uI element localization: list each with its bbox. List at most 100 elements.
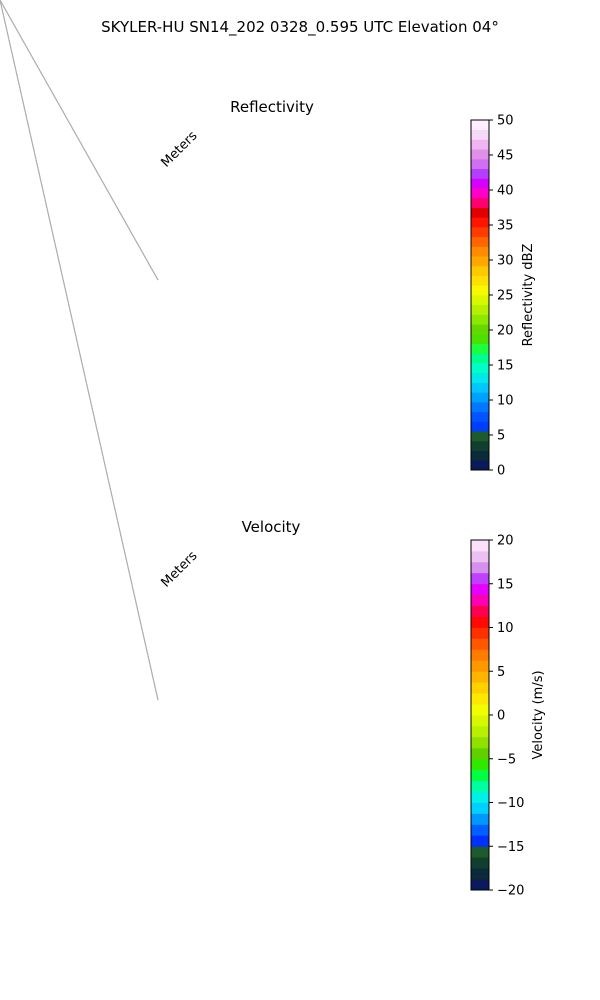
velocity-colorbar-swatch-30 [471,550,489,563]
velocity-colorbar-swatch-23 [471,627,489,639]
reflectivity-colorbar: 0 5 10 15 20 25 30 35 40 45 50 [470,114,514,479]
velocity-colorbar-swatch-11 [471,758,489,771]
reflectivity-angle-tick-1: 75° [0,0,12,4]
reflectivity-colorbar-swatch-2 [471,440,489,451]
velocity-colorbar-swatch-13 [471,736,489,749]
reflectivity-colorbar-swatch-9 [471,372,489,383]
reflectivity-angle-tick-4: 120° [0,0,16,4]
reflectivity-panel: Reflectivity 50001000015000200002500060°… [0,0,536,479]
reflectivity-colorbar-swatch-26 [471,207,489,218]
reflectivity-angle-tick-0: 60° [0,0,12,4]
velocity-colorbar-swatch-28 [471,572,489,585]
reflectivity-colorbar-swatch-24 [471,226,489,238]
velocity-angle-tick-0: 60° [0,0,12,4]
velocity-colorbar-swatch-20 [471,660,489,672]
reflectivity-colorbar-swatch-16 [471,304,489,315]
reflectivity-angle-tick-3: 105° [0,0,16,4]
reflectivity-colorbar-swatch-28 [471,188,489,199]
reflectivity-colorbar-swatch-12 [471,343,489,354]
reflectivity-colorbar-swatch-14 [471,324,489,335]
velocity-labels: 50001000015000200002500060°75°90°105°120… [0,0,16,4]
reflectivity-colorbar-swatch-4 [471,421,489,432]
velocity-colorbar-swatch-10 [471,769,489,782]
reflectivity-colorbar-tick-7: 35 [497,219,514,234]
velocity-colorbar-tick-8: 20 [497,534,514,549]
velocity-colorbar-tick-7: 15 [497,577,514,592]
velocity-grid [0,0,159,701]
velocity-colorbar-tick-3: −5 [497,752,516,767]
velocity-colorbar-tick-2: −10 [497,796,524,811]
reflectivity-grid [0,0,159,281]
reflectivity-colorbar-tick-9: 45 [497,149,514,164]
velocity-colorbar-swatch-2 [471,857,489,869]
reflectivity-colorbar-swatch-11 [471,353,489,364]
velocity-colorbar-swatch-26 [471,594,489,607]
velocity-colorbar-tick-0: −20 [497,884,524,899]
velocity-colorbar-swatch-3 [471,846,489,858]
reflectivity-colorbar-swatch-23 [471,236,489,247]
reflectivity-colorbar-tick-0: 0 [497,464,505,479]
reflectivity-colorbar-label: Reflectivity dBZ [521,244,536,347]
velocity-colorbar-swatch-8 [471,791,489,803]
reflectivity-colorbar-swatch-13 [471,333,489,345]
reflectivity-colorbar-swatch-29 [471,178,489,189]
velocity-colorbar-swatch-0 [471,879,489,891]
velocity-colorbar-tick-4: 0 [497,709,505,724]
reflectivity-colorbar-swatch-1 [471,450,489,461]
velocity-colorbar-swatch-29 [471,561,489,574]
velocity-colorbar-swatch-16 [471,704,489,716]
reflectivity-colorbar-swatch-32 [471,149,489,160]
reflectivity-colorbar-swatch-20 [471,265,489,276]
velocity-colorbar-swatch-19 [471,671,489,683]
velocity-colorbar-swatch-4 [471,835,489,847]
reflectivity-colorbar-swatch-3 [471,431,489,442]
reflectivity-colorbar-swatch-31 [471,158,489,170]
reflectivity-colorbar-tick-1: 5 [497,429,505,444]
velocity-colorbar-swatch-1 [471,868,489,880]
velocity-colorbar: −20 −15 −10 −5 0 5 10 15 20 [470,534,524,899]
reflectivity-colorbar-swatch-34 [471,129,489,140]
reflectivity-colorbar-swatch-0 [471,460,489,471]
reflectivity-colorbar-swatch-35 [471,120,489,131]
reflectivity-colorbar-swatch-30 [471,168,489,179]
reflectivity-colorbar-tick-2: 10 [497,394,514,409]
reflectivity-colorbar-swatch-22 [471,246,489,257]
reflectivity-labels: 50001000015000200002500060°75°90°105°120… [0,0,16,4]
reflectivity-colorbar-tick-10: 50 [497,114,514,129]
reflectivity-colorbar-tick-8: 40 [497,184,514,199]
velocity-colorbar-swatch-31 [471,540,489,552]
velocity-colorbar-label: Velocity (m/s) [531,670,546,759]
velocity-panel: Velocity 50001000015000200002500060°75°9… [0,0,546,899]
velocity-title: Velocity [242,518,301,536]
velocity-colorbar-tick-1: −15 [497,840,524,855]
velocity-colorbar-swatch-22 [471,638,489,650]
reflectivity-colorbar-swatch-5 [471,411,489,422]
velocity-angle-tick-1: 75° [0,0,12,4]
velocity-colorbar-swatch-21 [471,649,489,661]
velocity-colorbar-swatch-6 [471,813,489,825]
reflectivity-angle-tick-2: 90° [0,0,12,4]
velocity-colorbar-swatch-14 [471,725,489,738]
velocity-colorbar-swatch-17 [471,693,489,705]
velocity-colorbar-swatch-5 [471,824,489,836]
velocity-colorbar-swatch-24 [471,616,489,628]
reflectivity-title: Reflectivity [230,98,314,116]
reflectivity-colorbar-swatch-18 [471,285,489,296]
reflectivity-colorbar-swatch-25 [471,217,489,228]
reflectivity-colorbar-tick-5: 25 [497,289,514,304]
reflectivity-radial-label: Meters [159,128,201,170]
velocity-colorbar-swatch-25 [471,605,489,617]
reflectivity-colorbar-swatch-21 [471,256,489,267]
reflectivity-colorbar-tick-3: 15 [497,359,514,374]
velocity-colorbar-swatch-18 [471,682,489,694]
velocity-angle-tick-2: 90° [0,0,12,4]
reflectivity-colorbar-swatch-33 [471,139,489,150]
reflectivity-colorbar-swatch-27 [471,197,489,208]
reflectivity-colorbar-swatch-6 [471,401,489,413]
reflectivity-colorbar-swatch-10 [471,363,489,374]
reflectivity-colorbar-swatch-15 [471,314,489,325]
reflectivity-angle-tick-5: 135° [0,0,16,4]
velocity-angle-tick-4: 120° [0,0,16,4]
velocity-spoke-5 [0,0,159,701]
velocity-colorbar-swatch-12 [471,747,489,760]
